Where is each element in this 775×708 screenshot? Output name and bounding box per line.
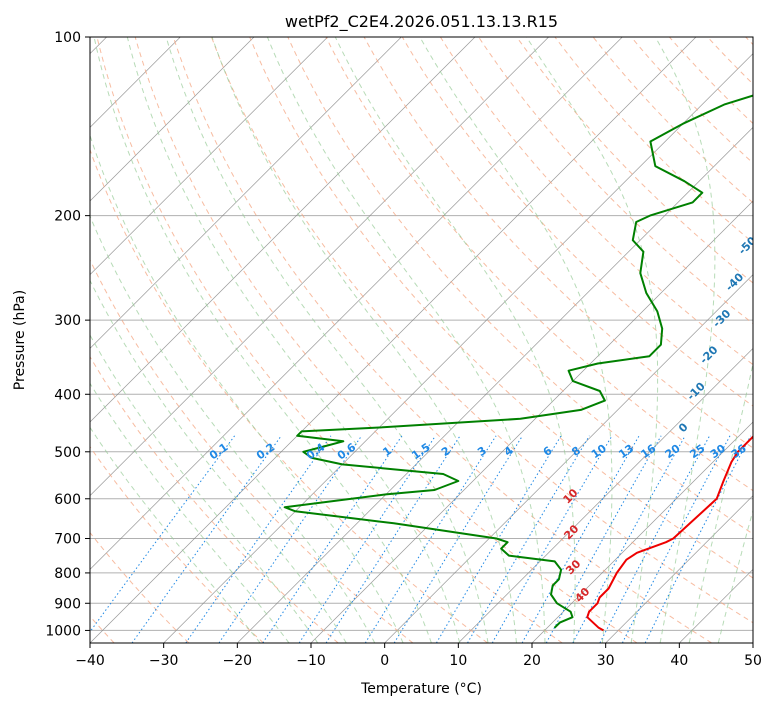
x-axis-ticks: −40 −30 −20 −10 0 10 20 30 40 50 [75,643,762,669]
moist-adiabat-label: -70 [762,161,775,184]
isotherm-line [752,642,753,643]
moist-adiabat-line [90,133,404,643]
isotherm-line [90,37,255,202]
plot-background [90,37,753,643]
mixing-ratio-lines [90,435,752,643]
dewpoint-line [283,94,753,629]
dry-adiabat-line [363,37,753,449]
dry-adiabat-line [287,37,753,535]
mixing-ratio-line [491,435,613,643]
moist-adiabat-label: -60 [749,198,772,221]
mixing-ratio-line [644,435,752,643]
moist-adiabat-line [334,37,576,643]
dry-adiabat-line [249,37,753,579]
isotherm-line [384,274,753,643]
mixing-ratio-line [90,435,236,633]
isotherm-line [90,37,476,423]
isotherm-line [163,53,753,643]
moist-adiabat-line [165,37,489,643]
mixing-ratio-line [185,435,332,643]
moist-adiabat-line [90,382,290,643]
y-tick-label: 300 [54,313,81,329]
y-tick-label: 700 [54,532,81,548]
mixing-ratio-line [393,435,523,643]
x-tick-label: 10 [449,653,467,669]
y-tick-label: 600 [54,492,81,508]
isotherm-line [90,37,402,349]
y-axis-title: Pressure (hPa) [12,290,28,390]
isotherm-line [237,126,753,643]
isotherm-line [605,495,753,643]
isotherm-line [531,421,753,643]
mixing-ratio-line [435,435,562,643]
x-tick-label: 20 [523,653,541,669]
mixing-ratio-line [325,435,461,643]
isotherm-line [90,37,549,497]
dry-adiabat-line [96,37,563,643]
chart-title: wetPf2_C2E4.2026.051.13.13.R15 [285,12,558,32]
moist-adiabat-lines [90,37,753,643]
isotherm-line [90,37,623,570]
dry-adiabat-line [325,37,753,492]
dry-adiabat-line [554,37,753,244]
dry-adiabat-line [401,37,753,407]
pressure-gridlines [90,37,753,631]
moist-adiabat-line [90,426,261,643]
moist-adiabat-line [654,37,716,643]
y-tick-label: 500 [54,445,81,461]
temperature-line [586,435,753,632]
dry-adiabat-line [90,355,339,643]
x-tick-label: 0 [380,653,389,669]
mixing-ratio-line [218,435,363,643]
y-tick-label: 800 [54,566,81,582]
y-tick-label: 200 [54,209,81,225]
x-tick-label: 30 [597,653,615,669]
x-axis-title: Temperature (°C) [360,681,482,697]
moist-adiabat-line [126,37,461,643]
dry-adiabat-line [439,37,753,366]
moist-adiabat-line [419,37,613,643]
y-tick-label: 900 [54,596,81,612]
y-tick-label: 100 [54,30,81,46]
isotherm-line [90,37,328,276]
sounding-series [283,94,753,632]
mixing-ratio-line [621,435,731,643]
x-tick-label: 40 [670,653,688,669]
mixing-ratio-line [572,435,686,643]
isotherm-lines [90,37,753,643]
plot-frame [89,36,754,644]
x-tick-label: −10 [296,653,326,669]
moist-adiabat-line [90,334,319,643]
moist-adiabat-line [211,37,517,643]
moist-adiabat-line [266,37,546,643]
isotherm-line [90,37,697,643]
moist-adiabat-line [525,37,659,643]
x-tick-label: −20 [223,653,253,669]
x-tick-label: −40 [75,653,105,669]
mixing-ratio-line [364,435,497,643]
dry-adiabat-line [90,531,190,643]
x-tick-label: 50 [744,653,762,669]
x-tick-label: −30 [149,653,179,669]
moist-adiabat-line [90,214,376,643]
mixing-ratio-line [467,435,590,643]
isotherm-line [458,347,753,643]
y-tick-label: 400 [54,387,81,403]
dry-adiabat-line [211,37,753,624]
dry-adiabat-lines [90,37,753,643]
y-tick-label: 1000 [45,623,81,639]
plot-area [90,37,753,643]
moist-adiabat-line [93,37,432,643]
mixing-ratio-line [521,435,640,643]
dry-adiabat-line [134,37,638,643]
mixing-ratio-line [545,435,662,643]
y-axis-ticks: 100 200 300 400 500 600 700 800 900 1000 [45,30,90,639]
dry-adiabat-line [90,258,414,643]
moist-adiabat-line [90,279,347,643]
